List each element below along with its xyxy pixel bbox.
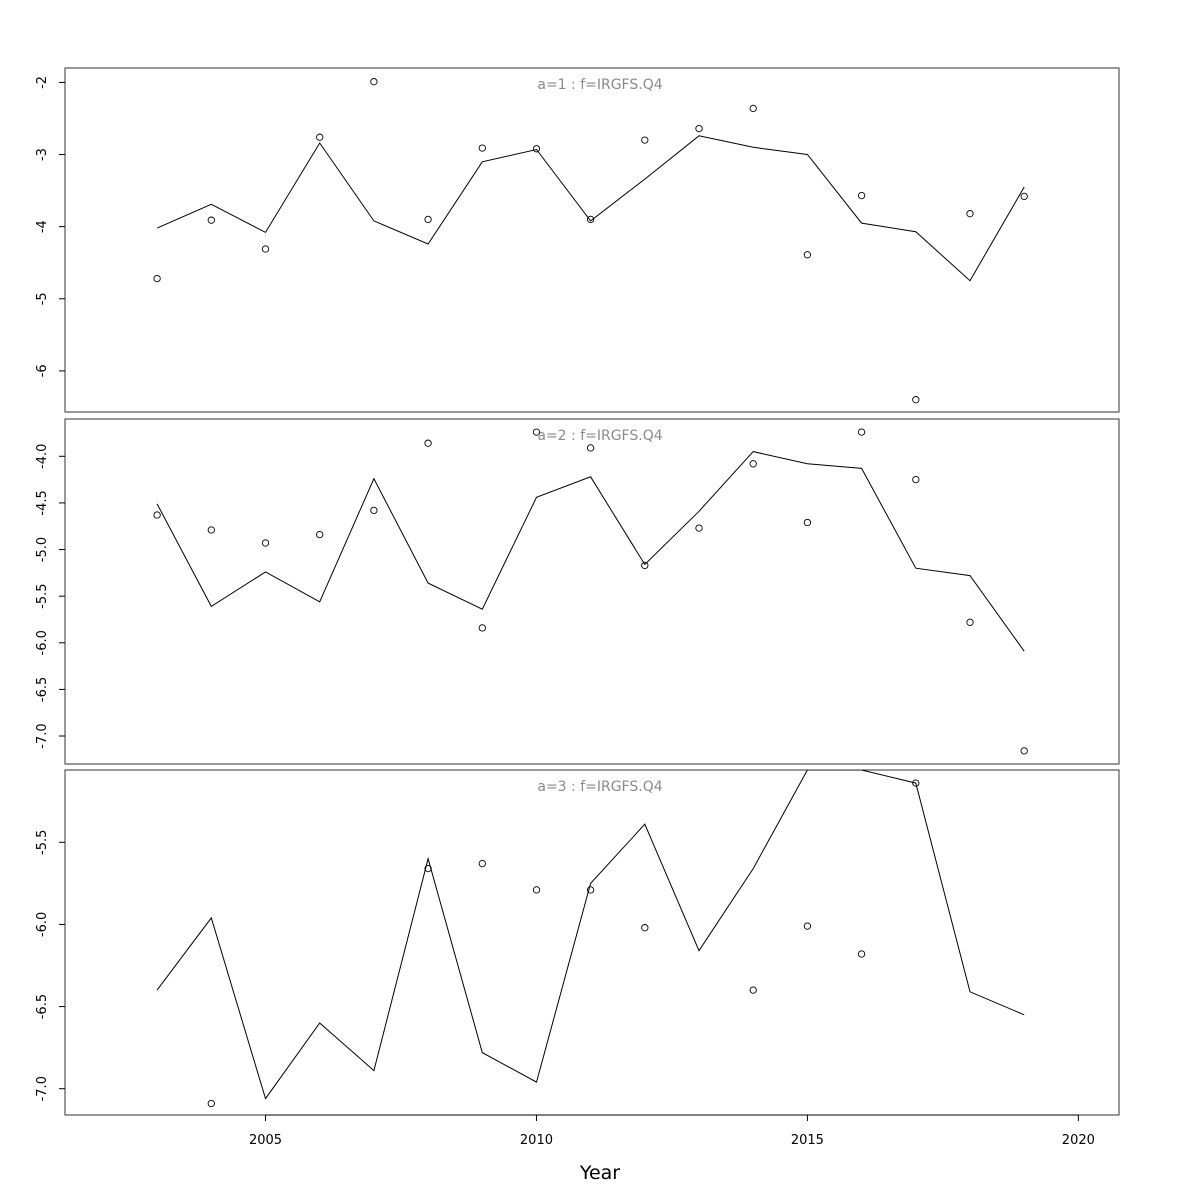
data-point	[695, 124, 703, 133]
data-point	[1020, 747, 1028, 755]
data-point	[478, 144, 486, 152]
data-point	[586, 444, 595, 452]
y-tick-label: -4	[35, 220, 50, 233]
panel-2: -4.0 -4.5 -5.0 -5.5 -6.0 -6.5 -7.0 a=2 : f=IRGF…	[35, 418, 1120, 765]
data-point	[803, 251, 812, 259]
data-point	[586, 215, 595, 224]
plot-area: -2 -3 -4 -5 -6 a=1 : f=IRGFS.Q4 -4.0 -4.5 -5.0 -5…	[35, 67, 1120, 1148]
x-tick-label: 2010	[520, 1133, 553, 1148]
data-point	[966, 618, 974, 626]
data-point	[586, 886, 595, 894]
data-point	[478, 624, 486, 632]
data-point	[261, 245, 270, 253]
y-tick-label: -6.0	[35, 630, 50, 655]
panel-title: a=2 : f=IRGFS.Q4	[537, 428, 662, 444]
y-tick-label: -6.0	[35, 912, 50, 937]
data-point	[749, 986, 757, 994]
y-tick-label: -7.0	[35, 1076, 50, 1101]
data-point	[803, 518, 812, 527]
x-tick-label: 2020	[1062, 1133, 1095, 1148]
x-tick-label: 2005	[249, 1133, 282, 1148]
data-point	[966, 210, 974, 218]
x-axis-title: Year	[579, 1162, 620, 1184]
y-tick-label: -4.5	[35, 490, 50, 515]
data-point	[424, 439, 432, 447]
data-point	[424, 215, 432, 224]
panel-3: -5.5 -6.0 -6.5 -7.0 a=3 : f=IRGFS.Q4	[35, 769, 1120, 1116]
fitted-line	[156, 770, 1025, 1100]
fitted-line	[156, 451, 1025, 652]
data-point	[641, 924, 649, 932]
y-tick-label: -5.5	[35, 830, 50, 855]
panel-title: a=1 : f=IRGFS.Q4	[537, 77, 662, 93]
panel-frame	[64, 67, 1120, 413]
data-point	[749, 104, 757, 113]
data-point	[641, 561, 649, 570]
y-tick-label: -5.0	[35, 537, 50, 562]
data-point	[478, 859, 486, 868]
data-point	[857, 428, 866, 436]
data-point	[424, 864, 432, 873]
y-tick-label: -3	[35, 148, 50, 161]
data-point	[532, 428, 541, 436]
data-point	[207, 526, 215, 534]
data-point	[153, 274, 161, 283]
data-point	[912, 396, 920, 404]
data-point	[749, 460, 757, 468]
data-point	[857, 191, 866, 200]
x-tick-label: 2015	[791, 1133, 824, 1148]
data-point	[857, 950, 866, 958]
data-point	[912, 475, 920, 484]
data-point	[153, 511, 161, 519]
panel-frame	[64, 769, 1120, 1116]
y-tick-label: -5	[35, 292, 50, 305]
y-tick-label: -6.5	[35, 994, 50, 1019]
y-tick-label: -6.5	[35, 677, 50, 702]
data-point	[370, 506, 378, 515]
y-tick-label: -6	[35, 364, 50, 377]
panel-1: -2 -3 -4 -5 -6 a=1 : f=IRGFS.Q4	[35, 67, 1120, 413]
panel-frame	[64, 418, 1120, 765]
data-point	[803, 922, 812, 930]
data-point	[912, 779, 920, 787]
data-point	[641, 136, 649, 144]
data-point	[316, 530, 324, 539]
fitted-line	[156, 135, 1025, 282]
data-point	[261, 539, 270, 547]
data-point	[532, 145, 541, 153]
data-point	[695, 524, 703, 532]
data-point	[370, 78, 378, 86]
data-point	[207, 216, 215, 224]
data-point	[207, 1099, 215, 1108]
y-tick-label: -4.0	[35, 444, 50, 469]
x-axis: 2005 2010 2015 2020	[249, 1114, 1095, 1148]
y-tick-label: -5.5	[35, 583, 50, 608]
y-tick-label: -2	[35, 76, 50, 89]
data-point	[1020, 192, 1028, 201]
data-point	[532, 886, 541, 894]
data-point	[316, 133, 324, 141]
panel-title: a=3 : f=IRGFS.Q4	[537, 779, 662, 795]
y-tick-label: -7.0	[35, 723, 50, 748]
